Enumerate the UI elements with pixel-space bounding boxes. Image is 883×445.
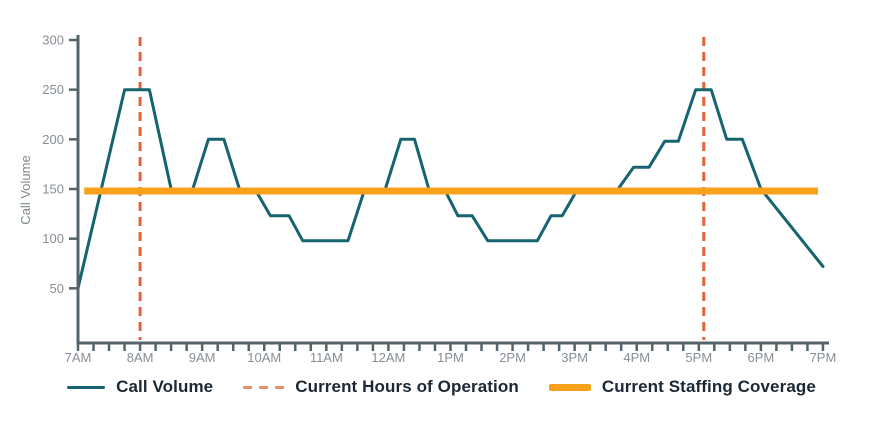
x-tick-label: 11AM (310, 350, 343, 365)
x-tick-label: 12AM (371, 350, 405, 365)
call-volume-line-swatch-icon (67, 385, 106, 389)
x-tick-label: 7AM (65, 350, 92, 365)
legend-item-call-volume: Call Volume (67, 377, 213, 397)
y-tick-label: 150 (42, 182, 64, 197)
legend-item-hours-of-operation: Current Hours of Operation (243, 377, 519, 397)
legend-item-staffing-coverage: Current Staffing Coverage (548, 377, 816, 397)
y-axis-title: Call Volume (18, 155, 33, 224)
chart-canvas: 50 100 150 200 250 300 7AM 8AM 9AM 10AM 11AM 12AM 1P… (18, 33, 837, 365)
legend-label-call-volume: Call Volume (116, 377, 214, 396)
y-tick-label: 250 (42, 82, 64, 97)
x-tick-label: 4PM (623, 350, 650, 365)
x-tick-label: 8AM (127, 350, 154, 365)
staffing-line-swatch-icon (548, 383, 591, 391)
x-tick-label: 3PM (561, 350, 588, 365)
x-tick-label: 7PM (810, 350, 837, 365)
chart-legend: Call Volume Current Hours of Operation C… (0, 372, 883, 402)
x-tick-label: 9AM (189, 350, 216, 365)
x-tick-label: 6PM (748, 350, 775, 365)
chart-area: 50 100 150 200 250 300 7AM 8AM 9AM 10AM 11AM 12AM 1P… (18, 33, 837, 365)
y-tick-label: 100 (42, 231, 64, 246)
y-tick-label: 200 (42, 132, 64, 147)
dashed-line-swatch-icon (243, 385, 285, 389)
x-tick-label: 2PM (499, 350, 526, 365)
legend-label-staffing-coverage: Current Staffing Coverage (601, 377, 816, 396)
y-tick-label: 50 (50, 281, 64, 296)
x-tick-label: 5PM (685, 350, 712, 365)
legend-label-hours-of-operation: Current Hours of Operation (295, 377, 519, 396)
x-tick-label: 1PM (437, 350, 464, 365)
y-tick-label: 300 (42, 33, 64, 48)
x-tick-label: 10AM (247, 350, 281, 365)
